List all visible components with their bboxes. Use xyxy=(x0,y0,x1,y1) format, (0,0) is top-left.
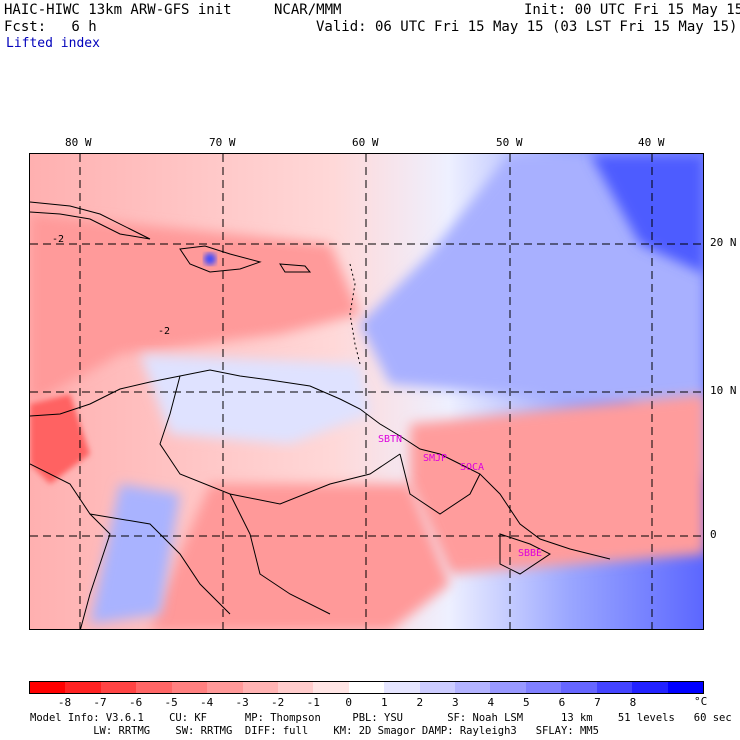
lon-label-70w: 70 W xyxy=(209,136,236,149)
colorbar-tick-label: 0 xyxy=(345,696,353,709)
colorbar-tick-label: 1 xyxy=(380,696,388,709)
stable-patch-venezuela xyxy=(140,354,370,444)
station-soca: SOCA xyxy=(460,462,484,473)
model-info-line2: LW: RRTMG SW: RRTMG DIFF: full KM: 2D Sm… xyxy=(30,725,599,737)
colorbar-cell xyxy=(30,682,66,693)
unstable-region-caribbean xyxy=(30,214,360,404)
contour-label-1: -2 xyxy=(52,234,64,245)
colorbar-tick-label: 3 xyxy=(452,696,459,709)
lon-label-50w: 50 W xyxy=(496,136,523,149)
lifted-index-map: -2 -2 SBTN SMJP SOCA SBBE xyxy=(29,153,704,630)
colorbar-cell xyxy=(525,682,562,693)
colorbar-tick-label: -7 xyxy=(93,696,107,709)
lat-label-0: 0 xyxy=(710,528,717,541)
contour-label-2: -2 xyxy=(158,326,170,337)
stable-region-atlantic xyxy=(360,154,703,482)
colorbar-tick-label: -5 xyxy=(164,696,178,709)
colorbar-tick-label: 4 xyxy=(487,696,495,709)
station-smjp: SMJP xyxy=(423,453,447,464)
coast-hispaniola xyxy=(179,245,262,273)
init-time: Init: 00 UTC Fri 15 May 15 xyxy=(524,2,740,18)
colorbar xyxy=(29,681,704,694)
lon-label-80w: 80 W xyxy=(65,136,92,149)
coast-lesser-antilles xyxy=(349,263,361,365)
station-sbtn: SBTN xyxy=(378,434,402,445)
colorbar-tick-label: 8 xyxy=(629,696,637,709)
station-labels: SBTN SMJP SOCA SBBE xyxy=(378,434,542,559)
valid-time: Valid: 06 UTC Fri 15 May 15 (03 LST Fri … xyxy=(316,19,738,35)
org-label: NCAR/MMM xyxy=(274,2,342,18)
colorbar-cell xyxy=(667,682,704,693)
station-sbbe: SBBE xyxy=(518,548,542,559)
model-title: HAIC-HIWC 13km ARW-GFS init xyxy=(4,2,232,18)
border-brazil-west xyxy=(229,493,331,615)
colorbar-cell xyxy=(419,682,456,693)
unstable-region-amazon xyxy=(150,484,450,629)
colorbar-tick-label: -4 xyxy=(200,696,214,709)
coast-puerto-rico xyxy=(279,263,312,273)
colorbar-cell xyxy=(348,682,385,693)
colorbar-unit: °C xyxy=(694,695,708,708)
colorbar-tick-label: 5 xyxy=(523,696,530,709)
colorbar-cell xyxy=(455,682,491,693)
colorbar-cell xyxy=(561,682,597,693)
colorbar-cell xyxy=(65,682,101,693)
very-unstable-patch xyxy=(30,394,90,484)
colorbar-cell xyxy=(490,682,526,693)
colorbar-tick-label: -2 xyxy=(271,696,285,709)
lon-label-60w: 60 W xyxy=(352,136,379,149)
stable-patch-andes xyxy=(90,484,180,624)
colorbar-cell xyxy=(171,682,208,693)
map-canvas: -2 -2 SBTN SMJP SOCA SBBE xyxy=(30,154,703,629)
model-info-line1: Model Info: V3.6.1 CU: KF MP: Thompson P… xyxy=(30,712,732,724)
colorbar-cell xyxy=(313,682,349,693)
colorbar-tick-label: -8 xyxy=(57,696,72,709)
field-name: Lifted index xyxy=(6,36,100,51)
lat-label-20n: 20 N xyxy=(710,236,737,249)
border-colombia-peru xyxy=(89,513,231,615)
forecast-hour: Fcst: 6 h xyxy=(4,19,97,35)
unstable-band-east xyxy=(410,394,703,574)
colorbar-tick-label: -1 xyxy=(306,696,320,709)
colorbar-cell xyxy=(207,682,243,693)
colorbar-tick-label: 6 xyxy=(558,696,566,709)
colorbar-cell xyxy=(384,682,420,693)
colorbar-tick-label: -3 xyxy=(235,696,249,709)
colorbar-cell xyxy=(136,682,172,693)
colorbar-tick-label: 7 xyxy=(594,696,601,709)
colorbar-cell xyxy=(242,682,278,693)
very-stable-region xyxy=(590,154,703,274)
coast-marajo xyxy=(499,533,551,575)
colorbar-tick-label: -6 xyxy=(128,696,143,709)
coast-north-south-america xyxy=(30,369,611,560)
border-guianas xyxy=(399,453,481,515)
colorbar-cell xyxy=(277,682,314,693)
coast-pacific xyxy=(30,463,111,629)
lat-label-10n: 10 N xyxy=(710,384,737,397)
colorbar-cell xyxy=(632,682,668,693)
colorbar-cell xyxy=(596,682,633,693)
lon-label-40w: 40 W xyxy=(638,136,665,149)
colorbar-cell xyxy=(100,682,137,693)
stable-spot-hispaniola xyxy=(204,253,216,265)
colorbar-tick-label: 2 xyxy=(416,696,424,709)
gridlines xyxy=(30,154,703,629)
